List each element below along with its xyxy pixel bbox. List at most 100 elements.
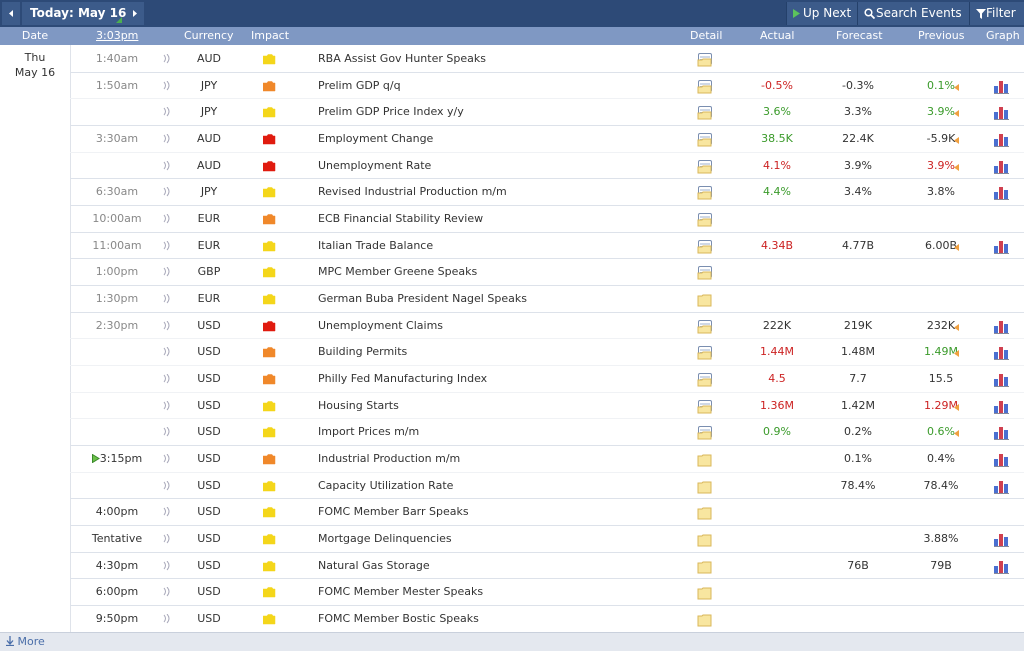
- detail-icon-svg: [697, 426, 712, 440]
- currency: USD: [197, 345, 221, 359]
- graph-icon[interactable]: [994, 372, 1010, 391]
- impact-icon-svg: [262, 374, 276, 385]
- impact-icon-svg: [262, 507, 276, 518]
- impact-icon: [262, 80, 276, 95]
- row-separator: [70, 231, 1024, 233]
- row-separator: [70, 205, 1024, 207]
- detail-icon-svg: [697, 614, 712, 627]
- event-row[interactable]: 4:30pm USD Natural Gas Storage 76B 79B: [71, 553, 1024, 579]
- graph-icon[interactable]: [994, 559, 1010, 578]
- event-row[interactable]: 11:00am EUR Italian Trade Balance 4.34B 4.77…: [71, 233, 1024, 259]
- detail-icon: [697, 559, 713, 577]
- graph-icon[interactable]: [994, 185, 1010, 204]
- event-row[interactable]: 6:30am JPY Revised Industrial Production m…: [71, 179, 1024, 205]
- actual-value: 1.36M: [760, 398, 794, 412]
- impact-icon: [262, 507, 276, 521]
- event-row[interactable]: 1:00pm GBP MPC Member Greene Speaks: [71, 259, 1024, 285]
- prev-day[interactable]: [2, 2, 20, 25]
- event-row[interactable]: USD Building Permits 1.44M 1.48M 1.49M: [71, 339, 1024, 365]
- impact-icon: [262, 560, 276, 575]
- event-row[interactable]: 10:00am EUR ECB Financial Stability Review: [71, 206, 1024, 232]
- detail-icon-svg: [697, 133, 712, 147]
- sound-icon: [163, 80, 171, 94]
- revision-icon: [954, 82, 960, 95]
- graph-icon[interactable]: [994, 105, 1010, 124]
- event-row[interactable]: 2:30pm USD Unemployment Claims 222K 219K 232K: [71, 313, 1024, 339]
- graph-icon-svg: [994, 160, 1009, 174]
- revision-icon: [954, 322, 960, 335]
- event-row[interactable]: Tentative USD Mortgage Delinquencies 3.88%: [71, 526, 1024, 552]
- impact-icon: [262, 54, 276, 68]
- previous-value: 1.29M: [924, 398, 958, 412]
- graph-icon[interactable]: [994, 345, 1010, 364]
- sound-icon: [163, 213, 171, 227]
- graph-icon[interactable]: [994, 399, 1010, 418]
- impact-icon-svg: [262, 320, 276, 331]
- event-row[interactable]: USD Capacity Utilization Rate 78.4% 78.4%: [71, 473, 1024, 499]
- sound-icon: [163, 293, 171, 307]
- event-row[interactable]: AUD Unemployment Rate 4.1% 3.9% 3.9%: [71, 153, 1024, 179]
- graph-icon-svg: [994, 427, 1009, 441]
- detail-icon-svg: [697, 53, 712, 67]
- more-link[interactable]: More: [6, 634, 45, 650]
- next-day[interactable]: [126, 2, 144, 25]
- impact-icon: [262, 454, 276, 468]
- graph-icon[interactable]: [994, 132, 1010, 151]
- graph-icon[interactable]: [994, 159, 1010, 178]
- graph-icon-svg: [994, 240, 1009, 254]
- previous-header: Previous: [918, 29, 965, 42]
- sound-icon-svg: [163, 320, 170, 331]
- graph-icon[interactable]: [994, 239, 1010, 258]
- event-row[interactable]: 1:50am JPY Prelim GDP q/q -0.5% -0.3% 0.1%: [71, 73, 1024, 99]
- event-title: Mortgage Delinquencies: [318, 532, 452, 546]
- detail-icon: [697, 159, 713, 177]
- detail-icon-svg: [697, 561, 712, 574]
- up-next-button[interactable]: Up Next: [786, 2, 871, 25]
- detail-icon-svg: [697, 534, 712, 547]
- event-row[interactable]: 3:15pm USD Industrial Production m/m 0.1% 0.…: [71, 446, 1024, 472]
- sound-icon: [163, 613, 171, 627]
- time-cell: 3:30am: [95, 132, 139, 145]
- search-button[interactable]: Search Events: [857, 2, 976, 25]
- graph-icon[interactable]: [994, 425, 1010, 444]
- time-header[interactable]: 3:03pm: [96, 29, 139, 42]
- impact-icon: [262, 267, 276, 281]
- graph-icon[interactable]: [994, 79, 1010, 98]
- previous-value: 78.4%: [923, 478, 959, 492]
- sound-icon-svg: [163, 267, 170, 277]
- row-separator: [70, 525, 1024, 527]
- event-title: FOMC Member Bostic Speaks: [318, 612, 479, 626]
- row-separator: [70, 365, 1024, 367]
- event-title: Import Prices m/m: [318, 425, 420, 439]
- currency: USD: [197, 425, 221, 439]
- event-title: Industrial Production m/m: [318, 452, 461, 466]
- event-row[interactable]: 3:30am AUD Employment Change 38.5K 22.4K -5.9…: [71, 126, 1024, 152]
- event-row[interactable]: JPY Prelim GDP Price Index y/y 3.6% 3.3% 3.9…: [71, 99, 1024, 125]
- row-separator: [70, 178, 1024, 180]
- event-row[interactable]: 9:50pm USD FOMC Member Bostic Speaks: [71, 606, 1024, 632]
- currency: JPY: [200, 185, 218, 199]
- graph-icon[interactable]: [994, 479, 1010, 498]
- detail-icon: [697, 425, 713, 443]
- filter-button[interactable]: Filter: [969, 2, 1024, 25]
- time-cell: 6:30am: [95, 185, 139, 199]
- event-row[interactable]: USD Import Prices m/m 0.9% 0.2% 0.6%: [71, 419, 1024, 445]
- impact-icon: [262, 427, 276, 441]
- filter-label: Filter: [986, 6, 1016, 20]
- graph-icon[interactable]: [994, 319, 1010, 338]
- event-row[interactable]: USD Philly Fed Manufacturing Index 4.5 7.7 1…: [71, 366, 1024, 392]
- event-row[interactable]: 1:30pm EUR German Buba President Nagel Spe…: [71, 286, 1024, 312]
- impact-icon-svg: [262, 80, 276, 91]
- sound-icon: [163, 133, 171, 147]
- event-row[interactable]: 6:00pm USD FOMC Member Mester Speaks: [71, 579, 1024, 605]
- revision-icon-svg: [954, 110, 959, 118]
- detail-icon: [697, 399, 713, 417]
- graph-icon[interactable]: [994, 452, 1010, 471]
- event-row[interactable]: 4:00pm USD FOMC Member Barr Speaks: [71, 499, 1024, 525]
- graph-icon[interactable]: [994, 532, 1010, 551]
- impact-icon-svg: [262, 187, 276, 198]
- impact-icon: [262, 480, 276, 495]
- event-row[interactable]: 1:40am AUD RBA Assist Gov Hunter Speaks: [71, 46, 1024, 72]
- event-row[interactable]: USD Housing Starts 1.36M 1.42M 1.29M: [71, 393, 1024, 419]
- today-button[interactable]: Today: May 16: [22, 2, 130, 25]
